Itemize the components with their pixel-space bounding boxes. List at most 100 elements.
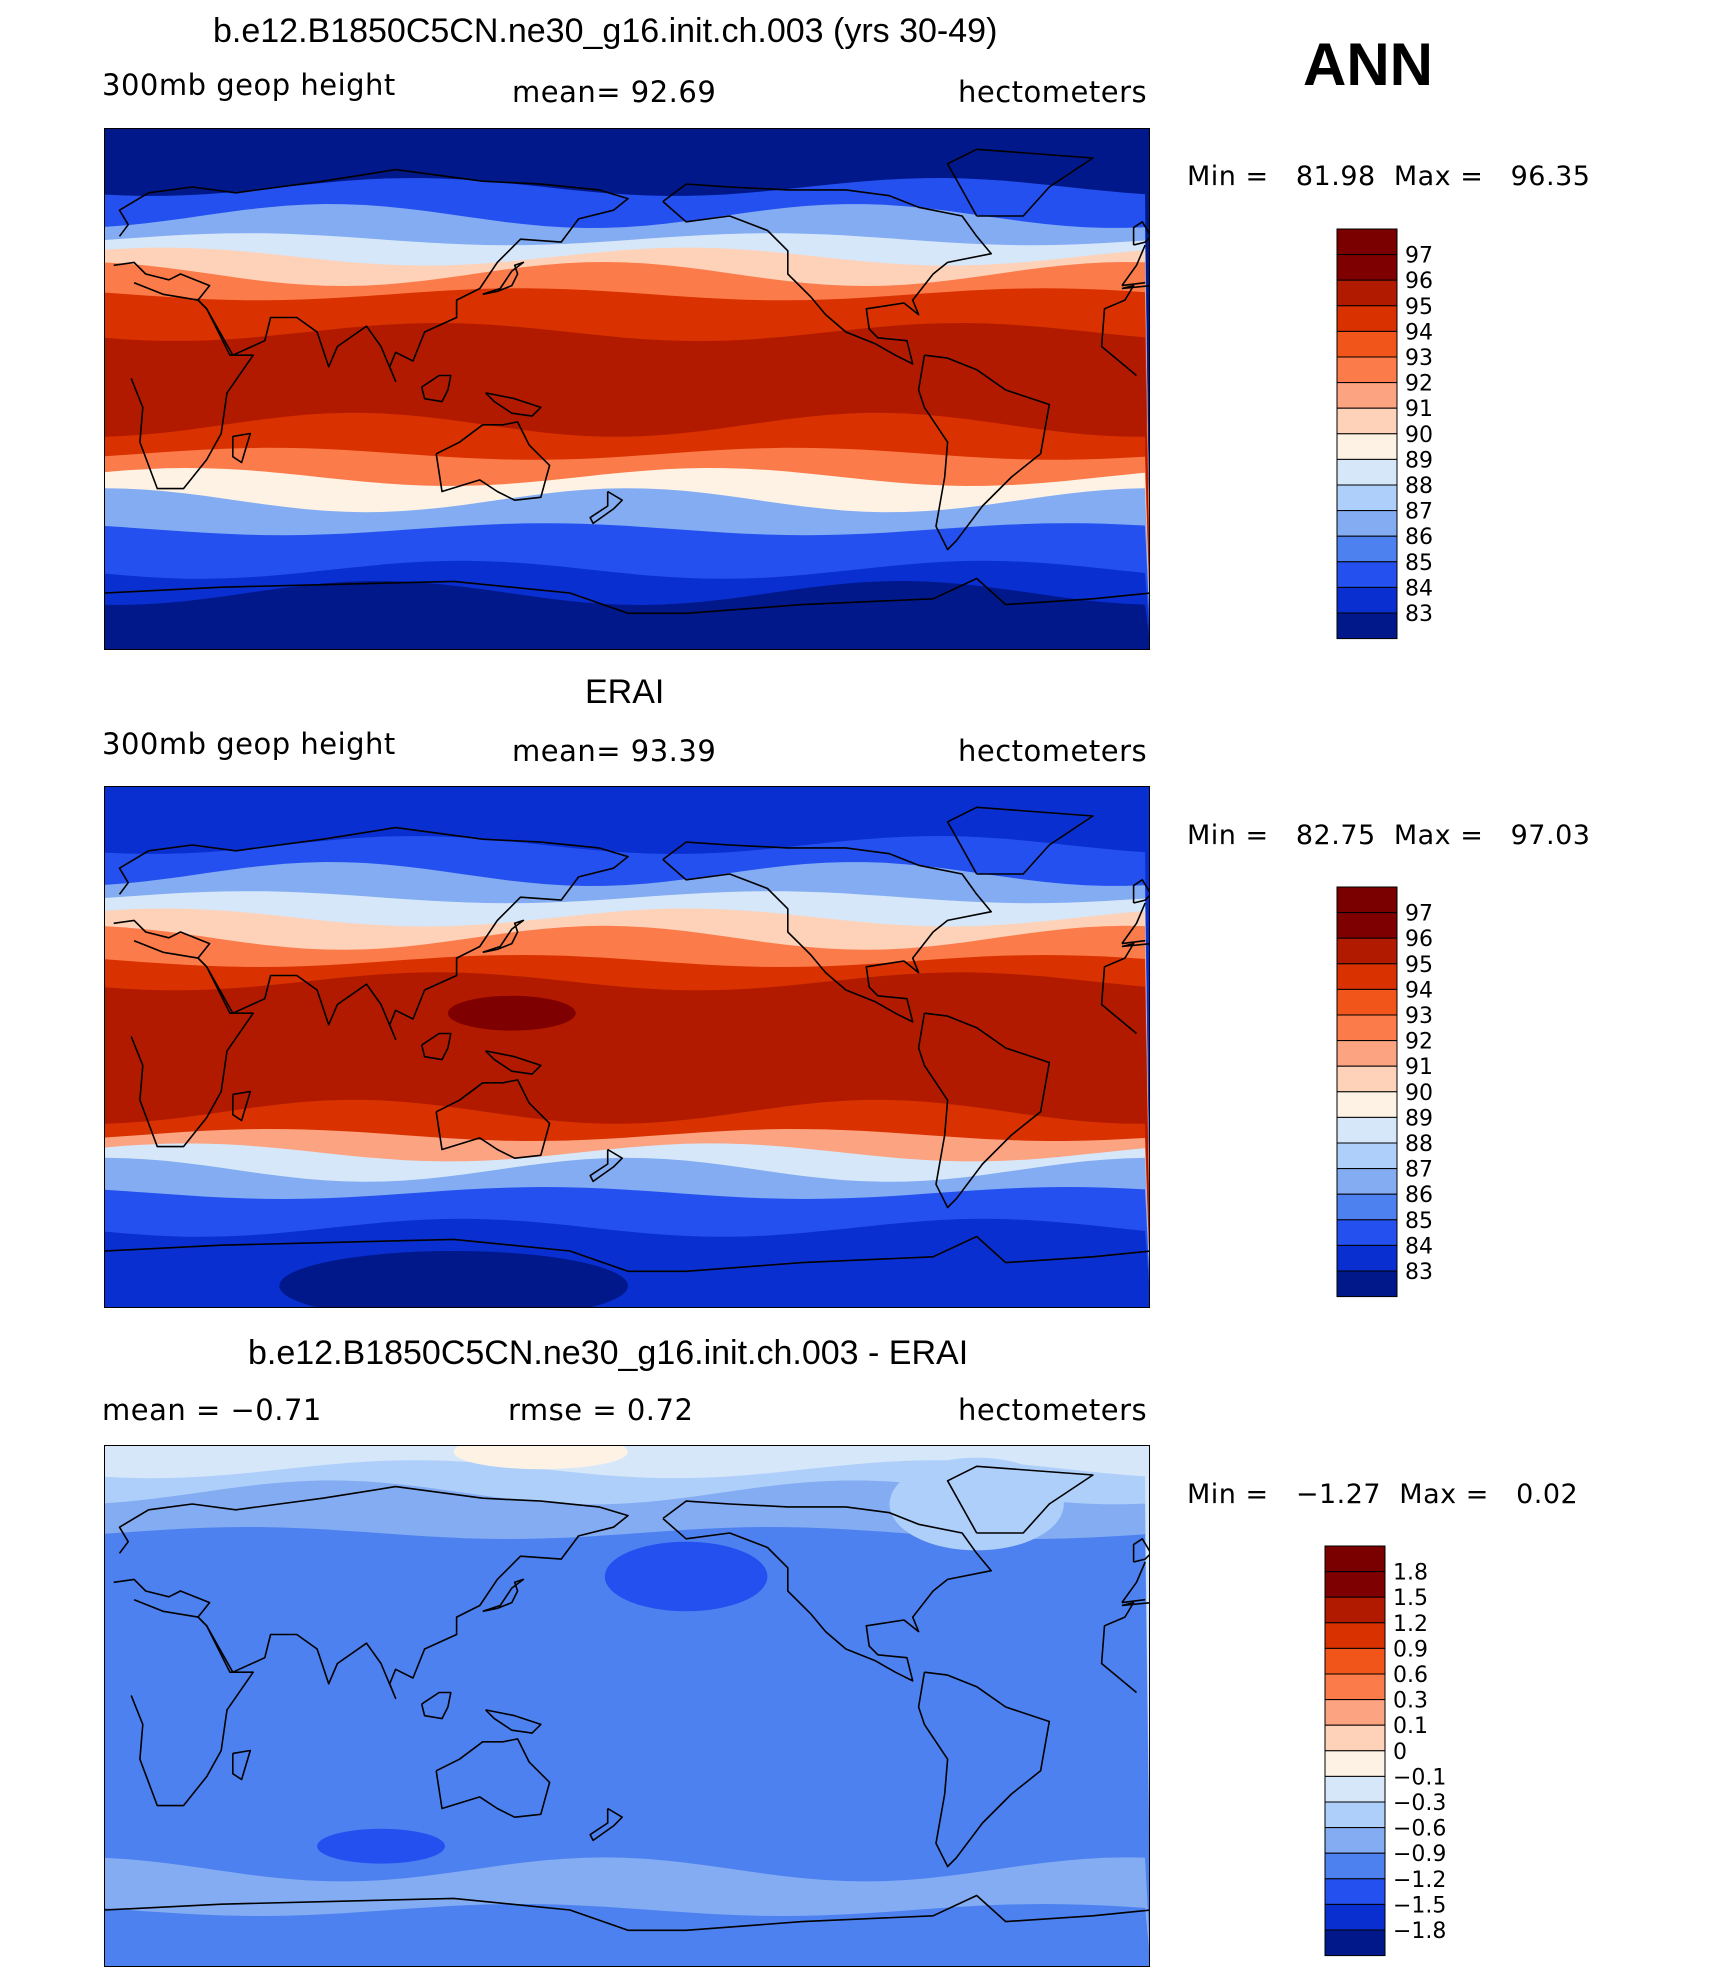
colorbar-cell: [1336, 279, 1398, 307]
minmax-diff: Min = −1.27 Max = 0.02: [1187, 1479, 1578, 1510]
coastline: [113, 1485, 1146, 1700]
colorbar-tick-label: 87: [1405, 1158, 1433, 1183]
colorbar-tick-label: 0.1: [1393, 1714, 1428, 1739]
coastline: [917, 1012, 1051, 1209]
max-value: 0.02: [1516, 1479, 1579, 1510]
coastline: [589, 1148, 623, 1183]
coastline: [485, 1050, 542, 1075]
coastline: [1132, 221, 1149, 246]
coastline: [662, 183, 992, 365]
coastline: [435, 1079, 551, 1159]
colorbar-tick-label: 95: [1405, 953, 1433, 978]
colorbar-tick-label: 92: [1405, 1030, 1433, 1055]
colorbar-cell: [1336, 458, 1398, 486]
contour-blob: [279, 1251, 628, 1307]
max-value: 97.03: [1510, 820, 1591, 851]
colorbar-cell: [1324, 1622, 1386, 1649]
colorbar-cell: [1336, 937, 1398, 965]
coastline: [105, 1894, 1149, 1932]
colorbar-tick-label: 97: [1405, 244, 1433, 269]
colorbar-cell: [1336, 1193, 1398, 1221]
colorbar-tick-label: 90: [1405, 1081, 1433, 1106]
colorbar-tick-label: 91: [1405, 397, 1433, 422]
coastline: [917, 1671, 1051, 1868]
colorbar-tick-label: −1.2: [1393, 1868, 1446, 1893]
colorbar-cell: [1336, 1116, 1398, 1144]
colorbar-tick-label: 0.9: [1393, 1637, 1428, 1662]
colorbar-cell: [1336, 484, 1398, 512]
coastline: [482, 919, 525, 954]
coastline: [482, 1578, 525, 1613]
min-value: −1.27: [1295, 1479, 1382, 1510]
colorbar-tick-label: 0: [1393, 1740, 1407, 1765]
coastline: [662, 841, 992, 1023]
coastline: [917, 354, 1051, 551]
colorbar-cell: [1336, 1244, 1398, 1272]
colorbar-cell: [1336, 305, 1398, 332]
contour-blob: [604, 1541, 768, 1612]
contour-band: [105, 581, 1149, 649]
colorbar-tick-label: 97: [1405, 902, 1433, 927]
colorbar-tick-label: 91: [1405, 1055, 1433, 1080]
colorbar-cell: [1324, 1571, 1386, 1598]
colorbar-tick-label: 85: [1405, 551, 1433, 576]
colorbar-diff: 1.8 1.5 1.2 0.9 0.6 0.3 0.1 0 −0.1 −0.3 −0.6 −0.9 −1…: [1324, 1545, 1465, 1958]
coastline: [420, 1032, 452, 1061]
coastline: [105, 1235, 1149, 1273]
contour-band: [105, 1904, 1149, 1966]
min-label: Min =: [1187, 1479, 1269, 1510]
colorbar-model: 97 96 95 94 93 92 91 90 89 88 87 86 85 84 83: [1336, 228, 1457, 641]
colorbar-tick-label: 84: [1405, 576, 1433, 601]
colorbar-cell: [1336, 1168, 1398, 1195]
panel-title-diff: b.e12.B1850C5CN.ne30_g16.init.ch.003 - E…: [248, 1334, 969, 1372]
colorbar-tick-label: 1.2: [1393, 1612, 1428, 1637]
colorbar-tick-label: 87: [1405, 500, 1433, 525]
min-value: 82.75: [1295, 820, 1376, 851]
coastline: [435, 421, 551, 501]
colorbar-cell: [1336, 612, 1398, 640]
colorbar-cell: [1336, 510, 1398, 537]
colorbar-cell: [1336, 886, 1398, 914]
panel-mean-diff: mean = −0.71: [102, 1393, 322, 1427]
colorbar-cell: [1324, 1852, 1386, 1880]
colorbar-cell: [1336, 535, 1398, 563]
colorbar-cell: [1324, 1724, 1386, 1752]
colorbar-cell: [1324, 1596, 1386, 1624]
colorbar-tick-label: −1.5: [1393, 1893, 1446, 1918]
colorbar-tick-label: −0.3: [1393, 1791, 1446, 1816]
colorbar-tick-label: 89: [1405, 1106, 1433, 1131]
coastline: [1132, 1538, 1149, 1563]
colorbar-cell: [1336, 1040, 1398, 1067]
colorbar-tick-label: 94: [1405, 320, 1433, 345]
coastline: [232, 1090, 252, 1122]
colorbar-cell: [1336, 356, 1398, 384]
colorbar-tick-label: 94: [1405, 978, 1433, 1003]
min-value: 81.98: [1295, 161, 1376, 192]
panel-rmse-diff: rmse = 0.72: [508, 1393, 694, 1427]
coastline: [485, 392, 542, 417]
colorbar-cell: [1336, 1142, 1398, 1170]
map-obs: [104, 786, 1150, 1308]
map-model: [104, 128, 1150, 650]
coastline: [232, 432, 252, 464]
colorbar-cell: [1336, 1219, 1398, 1246]
panel-mean-model: mean= 92.69: [512, 75, 717, 109]
colorbar-cell: [1336, 1270, 1398, 1298]
colorbar-tick-label: 93: [1405, 1004, 1433, 1029]
colorbar-tick-label: 93: [1405, 346, 1433, 371]
colorbar-cell: [1336, 912, 1398, 939]
colorbar-tick-label: −0.6: [1393, 1817, 1446, 1842]
panel-units-obs: hectometers: [958, 734, 1148, 768]
colorbar-cell: [1336, 586, 1398, 614]
colorbar-cell: [1336, 988, 1398, 1016]
colorbar-cell: [1336, 433, 1398, 460]
panel-left-label-obs: 300mb geop height: [102, 727, 396, 761]
colorbar-cell: [1324, 1903, 1386, 1931]
colorbar-cell: [1336, 1014, 1398, 1042]
colorbar-cell: [1336, 228, 1398, 256]
colorbar-cell: [1336, 963, 1398, 990]
coastline: [113, 826, 1146, 1041]
colorbar-cell: [1324, 1545, 1386, 1573]
colorbar-tick-label: 90: [1405, 423, 1433, 448]
colorbar-cell: [1336, 382, 1398, 409]
